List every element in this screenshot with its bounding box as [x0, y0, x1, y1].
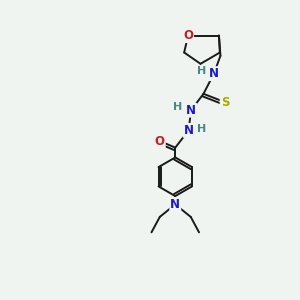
Text: H: H [173, 102, 183, 112]
Text: N: N [209, 67, 219, 80]
Text: S: S [220, 96, 229, 109]
Text: N: N [184, 124, 194, 137]
Text: O: O [155, 135, 165, 148]
Text: H: H [197, 124, 206, 134]
Text: N: N [170, 198, 180, 211]
Text: O: O [183, 29, 193, 42]
Text: H: H [197, 66, 206, 76]
Text: N: N [186, 104, 196, 117]
